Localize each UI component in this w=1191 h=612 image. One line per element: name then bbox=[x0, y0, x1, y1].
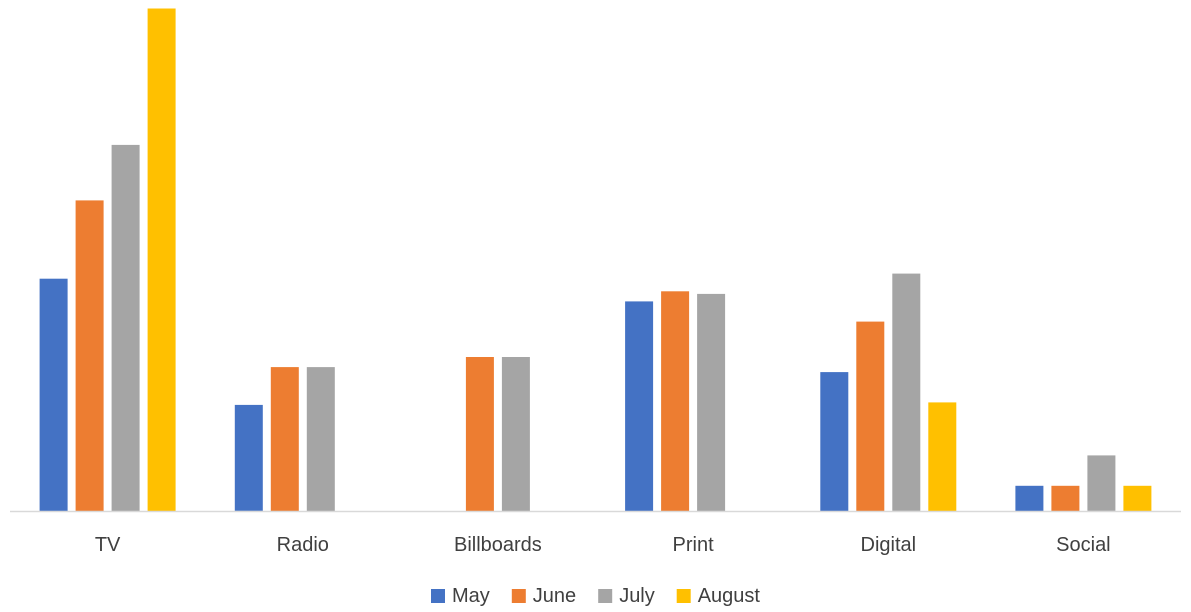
legend-swatch-august bbox=[676, 589, 691, 603]
category-labels: TV Radio Billboards Print Digital Social bbox=[95, 534, 1111, 556]
bar-tv-august bbox=[147, 8, 176, 511]
legend-item-august: August bbox=[676, 585, 761, 607]
bar-tv-july bbox=[111, 144, 140, 511]
bar-tv-may bbox=[39, 278, 68, 511]
bar-digital-july bbox=[892, 273, 921, 511]
category-label-tv: TV bbox=[95, 534, 121, 556]
category-label-print: Print bbox=[673, 534, 715, 556]
bar-digital-august bbox=[928, 402, 957, 511]
legend-label-june: June bbox=[533, 585, 576, 607]
category-label-digital: Digital bbox=[861, 534, 917, 556]
category-label-radio: Radio bbox=[277, 534, 329, 556]
legend-item-june: June bbox=[511, 585, 576, 607]
bar-billboards-july bbox=[501, 357, 530, 511]
bar-billboards-june bbox=[465, 357, 494, 511]
legend-label-may: May bbox=[452, 585, 490, 607]
bar-digital-june bbox=[856, 321, 885, 511]
category-label-social: Social bbox=[1056, 534, 1110, 556]
legend: May June July August bbox=[431, 585, 760, 607]
bars-layer bbox=[39, 8, 1152, 512]
bar-social-july bbox=[1087, 455, 1116, 511]
bar-radio-june bbox=[270, 367, 299, 511]
legend-label-july: July bbox=[619, 585, 655, 607]
legend-swatch-may bbox=[431, 589, 445, 603]
bar-tv-june bbox=[75, 200, 104, 511]
bar-digital-may bbox=[820, 372, 849, 511]
bar-print-july bbox=[697, 293, 726, 512]
bar-social-june bbox=[1051, 485, 1080, 512]
legend-label-august: August bbox=[698, 585, 761, 607]
bar-radio-may bbox=[234, 404, 263, 511]
bar-social-may bbox=[1015, 485, 1044, 512]
bar-social-august bbox=[1123, 485, 1152, 512]
category-label-billboards: Billboards bbox=[454, 534, 542, 556]
bar-radio-july bbox=[306, 367, 335, 511]
legend-swatch-june bbox=[511, 589, 526, 603]
bar-print-may bbox=[625, 301, 654, 511]
legend-swatch-july bbox=[598, 589, 613, 603]
legend-item-july: July bbox=[598, 585, 655, 607]
legend-item-may: May bbox=[431, 585, 490, 607]
bar-print-june bbox=[661, 291, 690, 511]
